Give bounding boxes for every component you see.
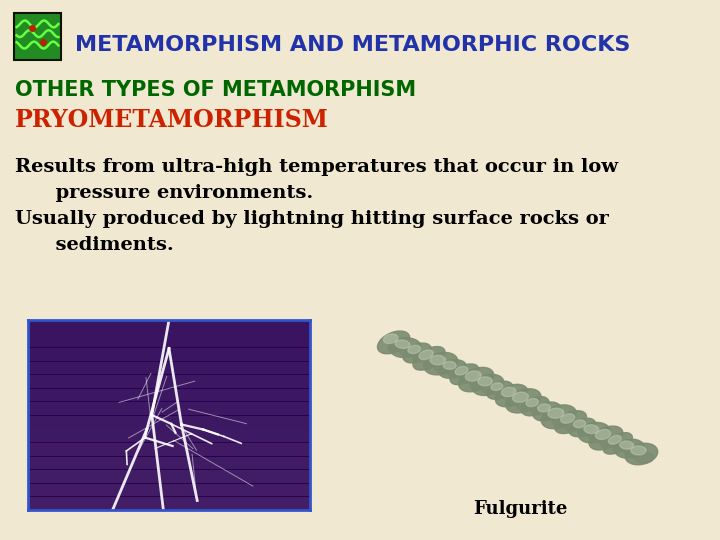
Ellipse shape	[413, 352, 428, 362]
Ellipse shape	[395, 340, 410, 348]
Ellipse shape	[390, 338, 421, 357]
Ellipse shape	[487, 381, 513, 399]
Ellipse shape	[625, 443, 657, 465]
Ellipse shape	[384, 334, 398, 343]
Text: Fulgurite: Fulgurite	[473, 500, 567, 518]
Ellipse shape	[526, 399, 539, 407]
Ellipse shape	[423, 356, 441, 368]
Ellipse shape	[615, 439, 644, 458]
Bar	[28, 457, 310, 469]
Ellipse shape	[430, 355, 446, 365]
Bar	[28, 484, 310, 496]
Ellipse shape	[403, 343, 431, 363]
Ellipse shape	[505, 393, 523, 405]
Ellipse shape	[573, 420, 585, 428]
Ellipse shape	[459, 373, 475, 383]
Ellipse shape	[377, 331, 410, 354]
Ellipse shape	[561, 414, 575, 423]
Text: METAMORPHISM AND METAMORPHIC ROCKS: METAMORPHISM AND METAMORPHIC ROCKS	[75, 35, 631, 55]
Bar	[28, 334, 310, 347]
Ellipse shape	[413, 347, 445, 370]
Ellipse shape	[450, 364, 479, 384]
Ellipse shape	[533, 402, 561, 421]
Ellipse shape	[554, 411, 587, 434]
Ellipse shape	[400, 346, 418, 356]
Text: OTHER TYPES OF METAMORPHISM: OTHER TYPES OF METAMORPHISM	[15, 80, 416, 100]
Bar	[28, 470, 310, 483]
Bar	[28, 443, 310, 456]
Ellipse shape	[565, 420, 582, 431]
Ellipse shape	[552, 414, 572, 427]
Bar	[28, 362, 310, 374]
Ellipse shape	[608, 435, 621, 444]
Ellipse shape	[505, 389, 541, 413]
Ellipse shape	[465, 371, 481, 381]
Ellipse shape	[438, 360, 467, 379]
Ellipse shape	[542, 410, 558, 420]
Bar	[28, 348, 310, 361]
Text: Results from ultra-high temperatures that occur in low: Results from ultra-high temperatures tha…	[15, 158, 618, 176]
FancyBboxPatch shape	[14, 12, 60, 60]
Ellipse shape	[408, 345, 420, 354]
Ellipse shape	[588, 431, 606, 442]
Ellipse shape	[434, 361, 453, 373]
Ellipse shape	[589, 426, 623, 450]
Ellipse shape	[600, 435, 618, 448]
Ellipse shape	[548, 408, 564, 418]
Ellipse shape	[541, 405, 577, 429]
Ellipse shape	[584, 425, 598, 434]
Bar	[28, 321, 310, 334]
Ellipse shape	[482, 383, 500, 394]
Ellipse shape	[603, 433, 632, 454]
Ellipse shape	[595, 429, 611, 440]
Ellipse shape	[513, 392, 528, 402]
Ellipse shape	[495, 389, 510, 399]
Ellipse shape	[495, 384, 528, 407]
Ellipse shape	[478, 377, 492, 386]
Ellipse shape	[538, 404, 551, 412]
Ellipse shape	[491, 383, 503, 390]
Ellipse shape	[631, 446, 646, 455]
Bar	[28, 416, 310, 429]
Ellipse shape	[578, 422, 611, 443]
Ellipse shape	[469, 377, 489, 389]
Text: pressure environments.: pressure environments.	[15, 184, 313, 202]
Ellipse shape	[387, 340, 405, 352]
Ellipse shape	[521, 396, 549, 416]
Ellipse shape	[455, 366, 468, 375]
Text: sediments.: sediments.	[15, 236, 174, 254]
Bar	[28, 402, 310, 415]
Ellipse shape	[620, 441, 634, 449]
Ellipse shape	[419, 350, 433, 360]
Ellipse shape	[443, 361, 456, 369]
Ellipse shape	[624, 447, 641, 457]
Ellipse shape	[424, 353, 458, 375]
Ellipse shape	[501, 387, 516, 397]
Ellipse shape	[569, 418, 596, 437]
Bar	[28, 497, 310, 510]
Bar	[28, 375, 310, 388]
Ellipse shape	[613, 441, 629, 453]
Text: Usually produced by lightning hitting surface rocks or: Usually produced by lightning hitting su…	[15, 210, 609, 228]
Ellipse shape	[578, 426, 593, 436]
Text: PRYOMETAMORPHISM: PRYOMETAMORPHISM	[15, 108, 329, 132]
Bar	[28, 429, 310, 442]
Bar	[28, 389, 310, 401]
Ellipse shape	[459, 367, 494, 392]
Ellipse shape	[472, 374, 504, 395]
Ellipse shape	[448, 368, 464, 377]
Ellipse shape	[531, 405, 546, 415]
Ellipse shape	[635, 452, 654, 463]
Bar	[28, 307, 310, 320]
Ellipse shape	[517, 398, 536, 411]
